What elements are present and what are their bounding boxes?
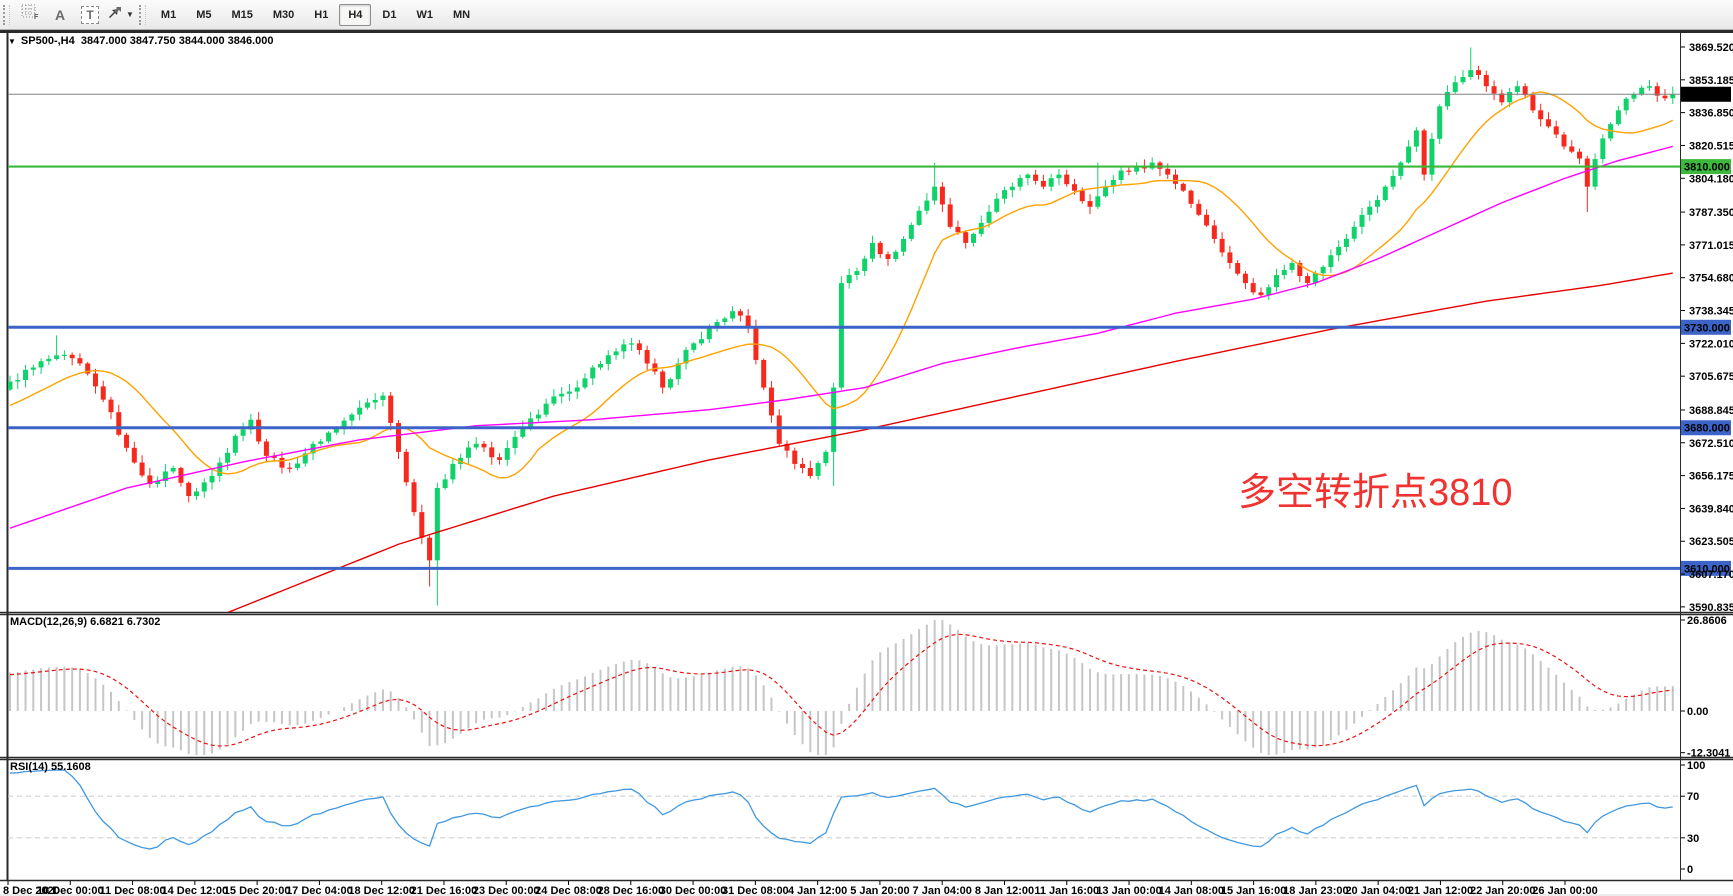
- svg-text:24 Dec 08:00: 24 Dec 08:00: [535, 885, 602, 896]
- candles-layer: [8, 47, 1676, 606]
- svg-text:3730.000: 3730.000: [1684, 322, 1730, 334]
- svg-text:3722.010: 3722.010: [1689, 338, 1733, 350]
- svg-text:5 Jan 20:00: 5 Jan 20:00: [850, 885, 909, 896]
- moving-averages-layer: [9, 91, 1674, 612]
- svg-text:17 Dec 04:00: 17 Dec 04:00: [286, 885, 353, 896]
- svg-text:18 Jan 23:00: 18 Jan 23:00: [1283, 885, 1348, 896]
- rsi-axis: 100 70 30 0: [1681, 760, 1705, 876]
- svg-text:14 Dec 12:00: 14 Dec 12:00: [162, 885, 229, 896]
- svg-text:11 Dec 08:00: 11 Dec 08:00: [100, 885, 166, 896]
- svg-text:4 Jan 12:00: 4 Jan 12:00: [788, 885, 847, 896]
- svg-text:3738.345: 3738.345: [1689, 306, 1733, 318]
- svg-text:20 Jan 04:00: 20 Jan 04:00: [1345, 885, 1410, 896]
- annotation-text[interactable]: 多空转折点3810: [1238, 472, 1513, 514]
- svg-text:22 Jan 20:00: 22 Jan 20:00: [1470, 885, 1535, 896]
- macd-axis: 26.8606 0.00 -12.3041: [1681, 615, 1730, 760]
- svg-text:3623.505: 3623.505: [1689, 536, 1733, 548]
- rsi-indicator-label: RSI(14) 55.1608: [10, 761, 91, 773]
- svg-text:3820.515: 3820.515: [1689, 140, 1733, 152]
- price-levels-layer: 3846.000 3810.000 3730.000 3680.000 3610.000: [8, 86, 1731, 576]
- svg-text:28 Dec 16:00: 28 Dec 16:00: [597, 885, 664, 896]
- grid-f-icon: F: [21, 4, 39, 25]
- timeframe-button-mn[interactable]: MN: [452, 8, 471, 21]
- svg-text:21 Dec 16:00: 21 Dec 16:00: [411, 885, 478, 896]
- text-label-tool-button[interactable]: A: [46, 3, 74, 27]
- svg-text:26 Jan 00:00: 26 Jan 00:00: [1532, 885, 1597, 896]
- symbol-ohlc-text: SP500-,H4 3847.000 3847.750 3844.000 384…: [20, 35, 274, 47]
- toolbar-grip[interactable]: [3, 4, 10, 25]
- line-studies-button[interactable]: F: [16, 3, 44, 27]
- svg-text:21 Jan 12:00: 21 Jan 12:00: [1408, 885, 1473, 896]
- svg-text:0: 0: [1687, 864, 1693, 876]
- svg-text:3607.170: 3607.170: [1689, 569, 1733, 581]
- timeframe-button-m5[interactable]: M5: [196, 8, 212, 21]
- svg-text:3639.840: 3639.840: [1689, 503, 1733, 515]
- timeframe-button-w1[interactable]: W1: [416, 8, 433, 21]
- timeframe-button-m30[interactable]: M30: [272, 8, 295, 21]
- svg-text:8 Dec 2020: 8 Dec 2020: [3, 885, 60, 896]
- svg-text:3680.000: 3680.000: [1684, 423, 1730, 435]
- svg-text:3869.520: 3869.520: [1689, 42, 1733, 54]
- svg-text:15 Dec 20:00: 15 Dec 20:00: [224, 885, 291, 896]
- svg-text:3853.185: 3853.185: [1689, 75, 1733, 87]
- timeframe-button-h4[interactable]: H4: [339, 3, 372, 26]
- svg-text:3610.000: 3610.000: [1684, 563, 1730, 575]
- svg-text:11 Jan 16:00: 11 Jan 16:00: [1034, 885, 1099, 896]
- svg-text:3787.350: 3787.350: [1689, 207, 1733, 219]
- rsi-layer: [8, 769, 1680, 850]
- svg-text:26.8606: 26.8606: [1687, 615, 1727, 627]
- symbol-info[interactable]: ▼ SP500-,H4 3847.000 3847.750 3844.000 38…: [8, 35, 274, 47]
- svg-text:14 Jan 08:00: 14 Jan 08:00: [1159, 885, 1224, 896]
- svg-text:3754.680: 3754.680: [1689, 273, 1733, 285]
- svg-text:3771.015: 3771.015: [1689, 240, 1733, 252]
- letter-a-icon: A: [54, 6, 66, 23]
- svg-text:3672.510: 3672.510: [1689, 438, 1733, 450]
- svg-text:13 Jan 00:00: 13 Jan 00:00: [1096, 885, 1161, 896]
- svg-text:8 Jan 12:00: 8 Jan 12:00: [975, 885, 1034, 896]
- timeframe-button-h1[interactable]: H1: [314, 8, 329, 21]
- macd-indicator-label: MACD(12,26,9) 6.6821 6.7302: [10, 616, 161, 628]
- main-toolbar: F A T ▼ M1 M5 M15 M30 H1 H4 D1 W1 MN: [0, 0, 1733, 30]
- svg-text:0.00: 0.00: [1687, 706, 1708, 718]
- svg-text:30: 30: [1687, 833, 1699, 845]
- svg-text:10 Dec 00:00: 10 Dec 00:00: [37, 885, 104, 896]
- svg-text:F: F: [34, 14, 39, 20]
- svg-text:3688.845: 3688.845: [1689, 405, 1733, 417]
- timeframe-toolbar: M1 M5 M15 M30 H1 H4 D1 W1 MN: [151, 3, 480, 26]
- boxed-t-icon: T: [81, 5, 99, 24]
- diagonal-arrows-icon: [107, 5, 123, 24]
- arrows-tool-button[interactable]: ▼: [106, 3, 135, 27]
- svg-text:3810.000: 3810.000: [1684, 162, 1730, 174]
- svg-text:70: 70: [1687, 791, 1699, 803]
- chart-canvas[interactable]: 3846.000 3810.000 3730.000 3680.000 3610.000…: [0, 32, 1733, 896]
- svg-text:31 Dec 08:00: 31 Dec 08:00: [722, 885, 789, 896]
- svg-text:18 Dec 12:00: 18 Dec 12:00: [348, 885, 415, 896]
- svg-text:30 Dec 00:00: 30 Dec 00:00: [660, 885, 727, 896]
- svg-text:15 Jan 16:00: 15 Jan 16:00: [1221, 885, 1286, 896]
- svg-text:3705.675: 3705.675: [1689, 371, 1733, 383]
- timeframe-button-d1[interactable]: D1: [382, 8, 397, 21]
- toolbar-grip-2[interactable]: [138, 4, 146, 25]
- svg-text:23 Dec 00:00: 23 Dec 00:00: [473, 885, 540, 896]
- dropdown-caret-icon: ▼: [126, 10, 134, 19]
- svg-text:7 Jan 04:00: 7 Jan 04:00: [913, 885, 972, 896]
- price-axis: 3869.520 3853.185 3836.850 3820.515 3804.180…: [1681, 42, 1733, 614]
- chart-window: 3846.000 3810.000 3730.000 3680.000 3610.000…: [0, 30, 1733, 896]
- timeframe-button-m15[interactable]: M15: [231, 8, 253, 21]
- text-box-tool-button[interactable]: T: [76, 3, 104, 27]
- timeframe-button-m1[interactable]: M1: [160, 8, 177, 21]
- svg-text:3590.835: 3590.835: [1689, 602, 1733, 614]
- svg-text:3804.180: 3804.180: [1689, 173, 1733, 185]
- svg-text:3836.850: 3836.850: [1689, 108, 1733, 120]
- macd-layer: [9, 619, 1674, 755]
- svg-text:-12.3041: -12.3041: [1687, 748, 1730, 760]
- svg-text:3656.175: 3656.175: [1689, 471, 1733, 483]
- svg-text:100: 100: [1687, 760, 1705, 772]
- panel-borders: [0, 32, 1733, 882]
- svg-text:3846.000: 3846.000: [1684, 89, 1730, 101]
- symbol-dropdown-icon[interactable]: ▼: [8, 36, 16, 46]
